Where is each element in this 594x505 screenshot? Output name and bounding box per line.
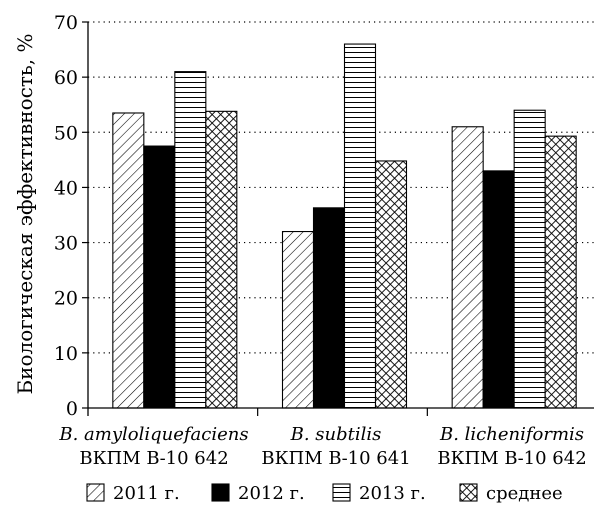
legend-swatch bbox=[459, 483, 478, 502]
y-tick-label: 70 bbox=[54, 12, 78, 34]
bar bbox=[205, 110, 238, 409]
bar bbox=[112, 112, 145, 409]
y-tick-label: 20 bbox=[54, 288, 78, 310]
bar bbox=[374, 160, 408, 409]
legend-swatch bbox=[86, 483, 105, 502]
bar bbox=[174, 71, 207, 409]
category-name: B. subtilis bbox=[290, 424, 382, 445]
bar bbox=[343, 43, 377, 409]
bar bbox=[312, 207, 346, 409]
y-tick-label: 40 bbox=[54, 177, 78, 199]
legend-label: 2011 г. bbox=[113, 483, 180, 504]
y-tick-label: 50 bbox=[54, 122, 78, 144]
bars bbox=[112, 43, 577, 409]
bar bbox=[281, 230, 315, 409]
category-strain: ВКПМ В-10 642 bbox=[437, 448, 586, 469]
legend-label: среднее bbox=[486, 483, 563, 504]
x-category-labels: B. amyloliquefaciens ВКПМ В-10 642 B. subt… bbox=[58, 424, 586, 469]
bar bbox=[451, 126, 484, 409]
category-strain: ВКПМ В-10 642 bbox=[79, 448, 228, 469]
bar bbox=[482, 170, 515, 409]
bar bbox=[143, 145, 176, 409]
legend-swatch bbox=[211, 483, 230, 502]
bar bbox=[544, 135, 577, 409]
legend: 2011 г. 2012 г. 2013 г. среднее bbox=[86, 483, 563, 504]
y-tick-label: 10 bbox=[54, 343, 78, 365]
category-name: B. amyloliquefaciens bbox=[58, 424, 248, 445]
y-tick-label: 30 bbox=[54, 233, 78, 255]
y-tick-labels: 0 10 20 30 40 50 60 70 bbox=[54, 12, 78, 420]
category-strain: ВКПМ В-10 641 bbox=[261, 448, 410, 469]
y-axis-label: Биологическая эффективность, % bbox=[13, 33, 37, 394]
y-tick-label: 60 bbox=[54, 67, 78, 89]
legend-label: 2013 г. bbox=[359, 483, 426, 504]
legend-label: 2012 г. bbox=[238, 483, 305, 504]
bar bbox=[513, 109, 546, 409]
y-tick-label: 0 bbox=[66, 398, 78, 420]
axes bbox=[82, 21, 594, 416]
legend-swatch bbox=[332, 483, 351, 502]
category-name: B. licheniformis bbox=[439, 424, 584, 445]
